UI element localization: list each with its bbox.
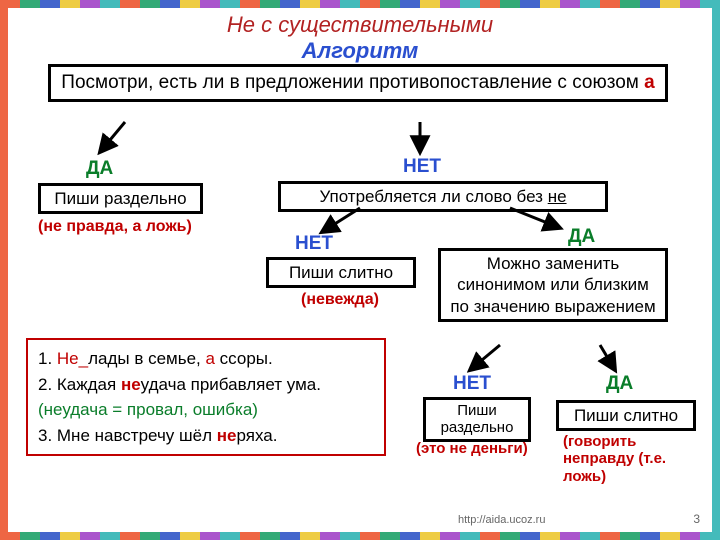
label-net-1: НЕТ	[403, 156, 441, 178]
examples-box: 1. Не_лады в семье, а ссоры. 2. Каждая н…	[26, 338, 386, 456]
example-separate-2: (это не деньги)	[416, 440, 528, 457]
ex2-mid: удача прибавляет ума.	[141, 375, 321, 394]
label-da-1: ДА	[86, 158, 113, 180]
label-da-3: ДА	[606, 373, 633, 395]
question-top-text: Посмотри, есть ли в предложении противоп…	[61, 72, 644, 93]
ex3-pre: 3. Мне навстречу шёл	[38, 426, 217, 445]
footer-link: http://aida.ucoz.ru	[458, 514, 545, 526]
label-da-2: ДА	[568, 226, 595, 248]
label-net-3: НЕТ	[453, 373, 491, 395]
box-write-separate-1: Пиши раздельно	[38, 183, 203, 214]
box-write-separate-2-text: Пиши раздельно	[441, 402, 514, 436]
title-line-2: Алгоритм	[8, 38, 712, 64]
example-separate-1: (не правда, а ложь)	[38, 218, 192, 236]
ex3-ne: не	[217, 426, 237, 445]
ex2-paren: (неудача = провал, ошибка)	[38, 400, 258, 419]
ex3-post: ряха.	[237, 426, 278, 445]
ex1-pre: 1.	[38, 349, 57, 368]
label-net-2: НЕТ	[295, 233, 333, 255]
example-together-2a: (говорить	[563, 433, 636, 450]
example-line-3: 3. Мне навстречу шёл неряха.	[38, 423, 374, 449]
box-write-together-2: Пиши слитно	[556, 400, 696, 431]
question-top: Посмотри, есть ли в предложении противоп…	[48, 64, 668, 102]
box-write-together-1: Пиши слитно	[266, 257, 416, 288]
example-line-2: 2. Каждая неудача прибавляет ума. (неуда…	[38, 372, 374, 423]
question-top-accent: а	[644, 72, 655, 93]
ex2-ne: не	[121, 375, 141, 394]
example-together-1: (невежда)	[301, 291, 379, 309]
question-synonym: Можно заменить синонимом или близким по …	[438, 248, 668, 322]
title-line-1: Не с существительными	[8, 12, 712, 38]
example-together-2: (говорить неправду (т.е. ложь)	[563, 433, 712, 485]
question-without-ne-word: не	[548, 187, 567, 206]
page-number: 3	[693, 512, 700, 526]
ex1-mid: лады в семье,	[88, 349, 205, 368]
ex2-pre: 2. Каждая	[38, 375, 121, 394]
question-without-ne-text: Употребляется ли слово без	[319, 187, 547, 206]
ex1-ne: Не_	[57, 349, 88, 368]
content-panel: Не с существительными Алгоритм Посмотри,…	[8, 8, 712, 532]
ex1-a: а	[205, 349, 214, 368]
example-together-2b: неправду (т.е. ложь)	[563, 450, 666, 484]
box-write-separate-2: Пиши раздельно	[423, 397, 531, 442]
example-line-1: 1. Не_лады в семье, а ссоры.	[38, 346, 374, 372]
ex1-post: ссоры.	[215, 349, 273, 368]
question-without-ne: Употребляется ли слово без не	[278, 181, 608, 212]
